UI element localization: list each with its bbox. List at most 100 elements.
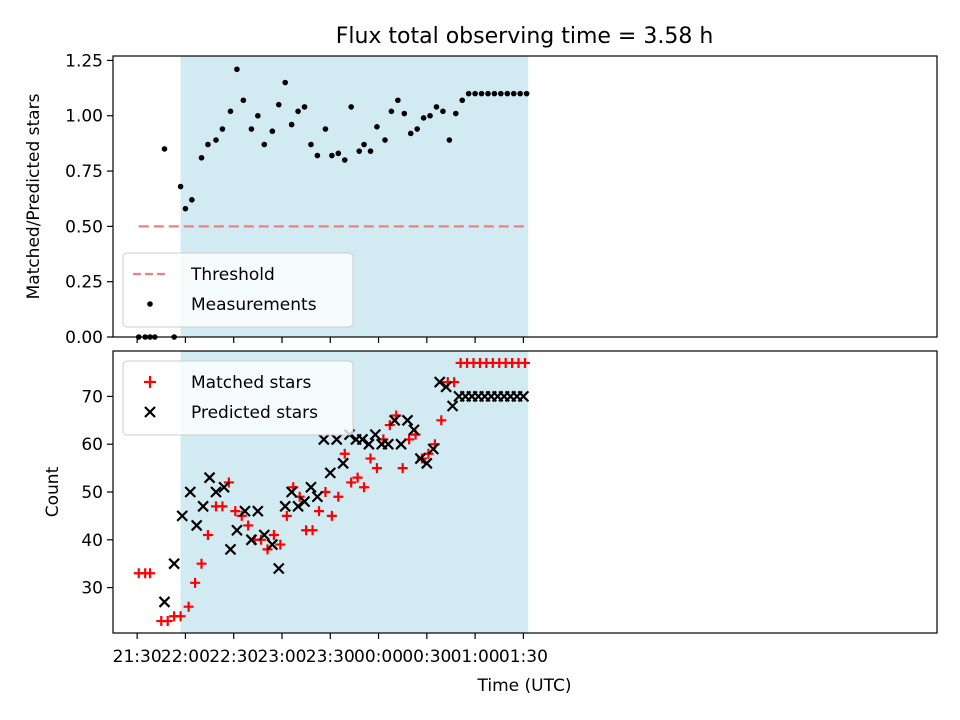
- measurement-point: [374, 124, 380, 130]
- matched-star-point: [268, 530, 279, 541]
- y-tick-label: 1.00: [65, 107, 103, 127]
- measurement-point: [433, 104, 440, 110]
- matched-star-point: [397, 463, 408, 474]
- legend-label: Matched stars: [191, 373, 311, 393]
- predicted-star-point: [279, 500, 291, 513]
- matched-star-point: [175, 611, 186, 622]
- matched-star-point: [202, 530, 213, 541]
- measurement-point: [395, 97, 401, 104]
- legend-label: Threshold: [190, 265, 275, 285]
- matched-star-point: [326, 510, 337, 521]
- measurement-point: [504, 90, 511, 97]
- bottom-panel: 30 40 50 60 70 21:30 22:00 22:30 23:00 23:30 00:00…: [43, 350, 938, 667]
- measurement-point: [382, 137, 388, 143]
- predicted-star-point: [218, 481, 230, 493]
- matched-star-point: [236, 510, 247, 521]
- y-tick-label: 0.25: [65, 273, 103, 293]
- measurement-point: [182, 205, 189, 212]
- x-tick-label: 22:30: [209, 647, 258, 667]
- y-tick-label: 0.00: [65, 328, 103, 348]
- legend-box: [122, 360, 354, 436]
- matched-star-point: [346, 477, 357, 488]
- matched-star-point: [520, 357, 530, 368]
- measurement-point: [177, 183, 184, 190]
- y-tick-label: 0.50: [65, 217, 103, 237]
- predicted-star-point: [292, 500, 304, 513]
- measurement-point: [485, 90, 491, 97]
- measurement-point: [189, 197, 195, 203]
- matched-star-point: [162, 616, 173, 627]
- axes-frame: [112, 55, 938, 338]
- predicted-star-point: [210, 486, 222, 498]
- y-tick-label: 40: [81, 531, 103, 551]
- measurement-point: [510, 90, 517, 97]
- predicted-star-point: [203, 471, 216, 484]
- predicted-star-point: [388, 414, 401, 427]
- matched-star-point: [436, 415, 447, 426]
- measurement-point: [459, 97, 466, 104]
- predicted-star-point: [324, 467, 337, 479]
- matched-star-point: [333, 491, 344, 502]
- measurement-point: [427, 112, 433, 119]
- predicted-star-point: [298, 495, 311, 508]
- predicted-star-point: [252, 505, 264, 517]
- predicted-star-point: [446, 400, 459, 412]
- predicted-star-point: [369, 428, 382, 441]
- predicted-star-point: [176, 510, 188, 522]
- legend-label: Predicted stars: [191, 403, 318, 423]
- measurement-point: [361, 141, 367, 148]
- matched-star-point: [196, 558, 207, 569]
- measurement-point: [465, 90, 472, 97]
- predicted-star-point: [395, 438, 407, 450]
- predicted-star-point: [433, 376, 446, 388]
- predicted-star-point: [184, 486, 197, 498]
- predicted-star-point: [401, 414, 414, 427]
- predicted-star-point: [517, 390, 530, 403]
- measurement-point: [198, 154, 205, 161]
- predicted-star-point: [421, 457, 433, 470]
- measurement-point: [219, 126, 226, 132]
- legend-matched-swatch: [144, 376, 156, 388]
- x-tick-label: 01:00: [451, 647, 500, 667]
- x-tick-label: 01:30: [499, 647, 548, 667]
- measurement-point: [295, 108, 301, 115]
- predicted-star-point: [440, 381, 452, 393]
- measurement-point: [269, 128, 276, 135]
- measurement-point: [388, 108, 395, 115]
- matched-star-point: [359, 482, 370, 493]
- measurement-point: [420, 115, 427, 121]
- matched-star-point: [307, 525, 318, 536]
- measurement-point: [367, 148, 374, 154]
- matched-star-point: [339, 448, 350, 459]
- measurement-point: [472, 90, 478, 97]
- measurement-point: [213, 137, 219, 143]
- measurement-point: [348, 104, 354, 110]
- matched-star-point: [281, 510, 292, 521]
- predicted-star-point: [408, 424, 420, 436]
- measurement-point: [261, 141, 268, 148]
- predicted-star-point: [239, 505, 251, 517]
- measurement-point: [440, 108, 446, 115]
- matched-star-point: [365, 453, 376, 464]
- legend-measurement-swatch: [147, 301, 153, 307]
- measurement-point: [491, 90, 498, 97]
- measurement-point: [414, 126, 420, 132]
- x-tick-label: 22:00: [161, 647, 210, 667]
- x-tick-label: 00:00: [354, 647, 403, 667]
- measurement-point: [282, 79, 289, 86]
- measurement-point: [248, 126, 255, 132]
- predicted-star-point: [356, 433, 369, 446]
- x-axis-label: Time (UTC): [477, 676, 572, 696]
- predicted-star-point: [363, 438, 375, 450]
- measurement-point: [401, 110, 408, 117]
- predicted-star-point: [245, 534, 258, 546]
- y-tick-label: 50: [81, 483, 103, 503]
- y-axis-label: Count: [43, 466, 63, 517]
- matched-star-point: [183, 601, 194, 612]
- predicted-star-point: [224, 543, 237, 556]
- measurement-point: [301, 104, 308, 110]
- predicted-star-point: [285, 486, 298, 498]
- predicted-star-point: [305, 481, 317, 493]
- predicted-star-point: [318, 433, 330, 446]
- top-panel: 0.00 0.25 0.50 0.75 1.00 1.25 Matched/Predicte…: [24, 51, 938, 348]
